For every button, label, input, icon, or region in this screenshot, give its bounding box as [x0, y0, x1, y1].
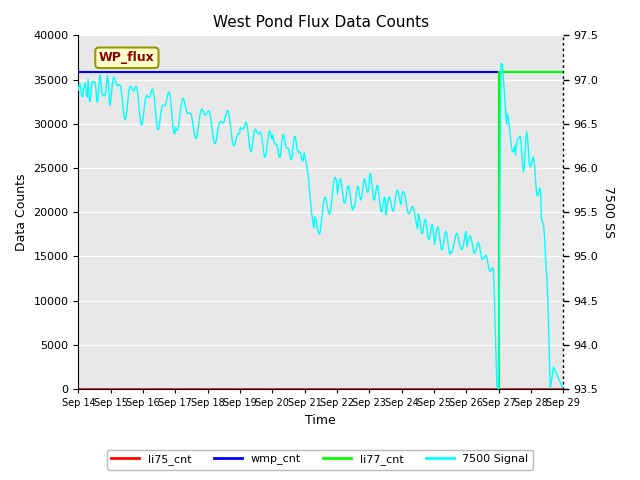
- Legend: li75_cnt, wmp_cnt, li77_cnt, 7500 Signal: li75_cnt, wmp_cnt, li77_cnt, 7500 Signal: [107, 450, 533, 469]
- Text: WP_flux: WP_flux: [99, 51, 155, 64]
- X-axis label: Time: Time: [305, 414, 336, 427]
- Y-axis label: 7500 SS: 7500 SS: [602, 186, 615, 238]
- Title: West Pond Flux Data Counts: West Pond Flux Data Counts: [212, 15, 429, 30]
- Y-axis label: Data Counts: Data Counts: [15, 173, 28, 251]
